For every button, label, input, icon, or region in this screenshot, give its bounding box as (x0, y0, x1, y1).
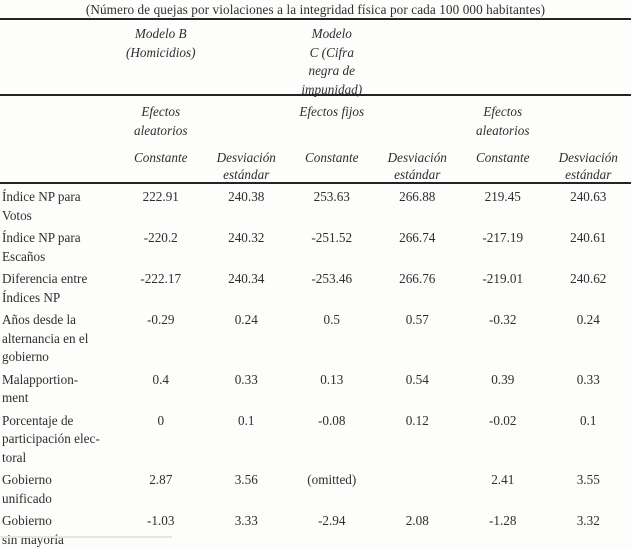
col-header-desviacion-2: Desviación estándar (387, 150, 447, 182)
cell-value: 0.54 (405, 371, 429, 387)
cell-value: 0.5 (323, 312, 340, 327)
cell-value: 219.45 (484, 189, 521, 204)
cell-value: -222.17 (140, 271, 182, 286)
cell-value: 2.87 (149, 472, 173, 487)
row-label: Gobierno sin mayoría (2, 513, 64, 547)
cell-value: 240.34 (228, 271, 265, 286)
cell-value: 0.1 (238, 412, 255, 428)
cell-value: 2.08 (405, 513, 429, 528)
cell-value: 0.4 (152, 371, 169, 387)
model-c-header: Modelo C (Cifra negra de impunidad) (301, 26, 363, 97)
cell-value: 0.13 (320, 371, 344, 387)
table-row: Índice NP para Escaños -220.2 240.32 -25… (0, 225, 631, 266)
row-label: Años desde la alternancia en el gobierno (2, 312, 89, 364)
cell-value: -253.46 (311, 271, 353, 286)
bottom-rule-fragment (0, 536, 172, 538)
cell-value: -2.94 (318, 513, 346, 528)
cell-value: -0.32 (489, 312, 517, 327)
cell-value: 0.33 (576, 371, 600, 387)
cell-value: 0.12 (405, 412, 429, 428)
model-group-header-row: Modelo B (Homicidios) Modelo C (Cifra ne… (0, 20, 631, 97)
effects-random-2-header: Efectos aleatorios (476, 104, 530, 138)
cell-value: -217.19 (482, 230, 524, 245)
cell-value: -219.01 (482, 271, 524, 286)
cell-value-omitted: (omitted) (307, 472, 357, 487)
col-header-constante-3: Constante (476, 150, 530, 165)
col-header-constante-2: Constante (305, 150, 359, 165)
cell-value: 240.63 (570, 189, 607, 204)
cell-value: 2.41 (491, 472, 515, 487)
cell-value: 0.39 (491, 371, 515, 387)
cell-value: 253.63 (313, 189, 350, 204)
table-row: Diferencia entre Índices NP -222.17 240.… (0, 266, 631, 307)
cell-value: -220.2 (143, 230, 178, 245)
cell-value: 0 (157, 412, 165, 428)
cell-value: -0.08 (318, 412, 346, 428)
table-row: Porcentaje de participación elec- toral … (0, 408, 631, 468)
cell-value: -0.02 (489, 412, 517, 428)
table-row: Gobierno unificado 2.87 3.56 (omitted) 2… (0, 467, 631, 508)
cell-value: -1.03 (147, 513, 175, 528)
cell-value: 0.57 (405, 312, 429, 327)
cell-value: 0.33 (234, 371, 258, 387)
cell-value: -0.29 (147, 312, 175, 327)
cell-value: 3.33 (234, 513, 258, 528)
cell-value-empty (375, 471, 461, 508)
cell-value: 0.24 (234, 312, 258, 327)
row-label: Índice NP para Escaños (2, 230, 81, 264)
cell-value: 240.32 (228, 230, 265, 245)
col-header-desviacion-3: Desviación estándar (558, 150, 618, 182)
table-row: Malapportion- ment 0.4 0.33 0.13 0.54 0.… (0, 367, 631, 408)
cell-value: 0.1 (580, 412, 597, 428)
cell-value: 3.56 (234, 472, 258, 487)
cell-value: 266.76 (399, 271, 436, 286)
cell-value: 0.24 (576, 312, 600, 327)
cell-value: 222.91 (142, 189, 179, 204)
cell-value: 266.88 (399, 189, 436, 204)
effects-random-1-header: Efectos aleatorios (134, 104, 188, 138)
col-header-desviacion-1: Desviación estándar (216, 150, 276, 182)
effects-fixed-header: Efectos fijos (299, 104, 365, 119)
row-label: Índice NP para Votos (2, 189, 81, 223)
column-header-row: Constante Desviación estándar Constante … (0, 140, 631, 184)
cell-value: -1.28 (489, 513, 517, 528)
cell-value: -251.52 (311, 230, 353, 245)
row-label: Porcentaje de participación elec- toral (2, 412, 100, 465)
col-header-constante-1: Constante (134, 150, 188, 165)
cell-value: 3.32 (576, 513, 600, 528)
model-b-header: Modelo B (Homicidios) (125, 26, 196, 60)
table-title: (Número de quejas por violaciones a la i… (0, 0, 631, 20)
cell-value: 240.62 (570, 271, 607, 286)
table-row: Gobierno sin mayoría -1.03 3.33 -2.94 2.… (0, 508, 631, 549)
cell-value: 240.38 (228, 189, 265, 204)
cell-value: 3.55 (576, 472, 600, 487)
cell-value: 240.61 (570, 230, 607, 245)
table-row: Años desde la alternancia en el gobierno… (0, 307, 631, 367)
row-label: Diferencia entre Índices NP (2, 271, 88, 305)
cell-value: 266.74 (399, 230, 436, 245)
table-row: Índice NP para Votos 222.91 240.38 253.6… (0, 184, 631, 225)
row-label: Malapportion- ment (2, 371, 79, 406)
row-label: Gobierno unificado (2, 472, 52, 506)
effects-header-row: Efectos aleatorios Efectos fijos Efectos… (0, 96, 631, 140)
